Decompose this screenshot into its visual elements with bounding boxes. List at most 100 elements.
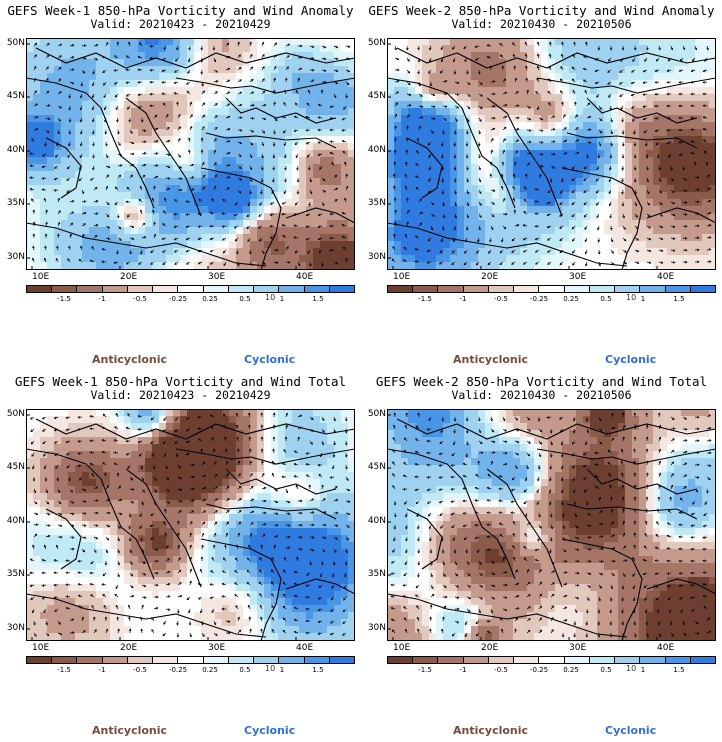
colorbar-swatch [228,286,255,292]
colorbar-tick: 0.5 [600,295,612,303]
cyclonic-label: Cyclonic [244,353,296,366]
colorbar-swatch [438,657,464,663]
panel-week1-anomaly: GEFS Week-1 850-hPa Vorticity and Wind A… [0,0,361,371]
lon-label: 10E [32,643,50,653]
panel-valid-dates: Valid: 20210423 - 20210429 [90,17,271,31]
cyclonic-label: Cyclonic [605,724,657,737]
colorbar-swatch [254,286,280,292]
colorbar-swatch [52,657,78,663]
colorbar-tick: -1.5 [57,666,71,674]
colorbar-tick: -0.5 [133,295,147,303]
colorbar-swatch [589,286,616,292]
lat-label: 45N [367,462,386,472]
colorbar-swatch [438,286,464,292]
anticyclonic-label: Anticyclonic [92,724,168,737]
colorbar-tick: -0.5 [494,295,508,303]
colorbar-unit: 10 [626,293,637,302]
colorbar-tick: 0.25 [563,295,579,303]
lon-label: 30E [569,643,587,653]
colorbar [26,656,355,664]
colorbar-swatch [178,286,204,292]
lat-label: 30N [6,623,25,633]
lat-label: 40N [6,516,25,526]
colorbar-swatch [514,286,540,292]
colorbar-tick: -1.5 [418,666,432,674]
colorbar-tick: 0.5 [600,666,612,674]
colorbar-tick: 0.25 [202,666,218,674]
colorbar-tick: -1.5 [418,295,432,303]
colorbar-swatch [514,657,540,663]
lon-label: 40E [657,643,675,653]
colorbar-swatch [254,657,280,663]
colorbar-swatch [690,657,716,663]
colorbar-swatch [153,657,179,663]
lon-label: 40E [657,272,675,282]
vorticity-map [387,38,716,270]
colorbar-unit: 10 [626,664,637,673]
colorbar-swatch [463,657,489,663]
lon-label: 20E [481,272,499,282]
colorbar-tick: -0.5 [133,666,147,674]
colorbar-swatch [127,286,154,292]
colorbar-tick: -1.5 [57,295,71,303]
panel-week1-total: GEFS Week-1 850-hPa Vorticity and Wind T… [0,371,361,742]
colorbar-tick: -0.5 [494,666,508,674]
colorbar-tick: 0.25 [563,666,579,674]
colorbar-swatch [153,286,179,292]
colorbar-swatch [539,657,565,663]
lon-label: 30E [569,272,587,282]
lon-label: 30E [208,272,226,282]
colorbar-swatch [564,657,590,663]
panel-valid-dates: Valid: 20210423 - 20210429 [90,388,271,402]
colorbar-tick: 0.5 [239,295,251,303]
colorbar-tick: 1 [640,666,646,674]
colorbar-swatch [690,286,716,292]
colorbar-unit: 10 [265,293,276,302]
lon-label: 20E [120,272,138,282]
colorbar-tick: 1 [640,295,646,303]
colorbar-swatch [589,657,616,663]
colorbar-swatch [102,657,128,663]
colorbar-tick: -1 [98,295,106,303]
panel-week2-total: GEFS Week-2 850-hPa Vorticity and Wind T… [361,371,722,742]
colorbar-swatch [665,286,691,292]
panel-title: GEFS Week-2 850-hPa Vorticity and Wind T… [375,374,708,389]
colorbar-swatch [178,657,204,663]
lat-label: 35N [367,198,386,208]
colorbar [387,656,716,664]
panel-title: GEFS Week-2 850-hPa Vorticity and Wind A… [368,3,715,18]
colorbar-swatch [539,286,565,292]
lon-label: 10E [393,272,411,282]
colorbar-swatch [52,286,78,292]
colorbar-swatch [329,286,355,292]
colorbar-tick: 1 [279,666,285,674]
colorbar-swatch [77,657,103,663]
colorbar-swatch [27,657,53,663]
lat-label: 50N [6,38,25,48]
colorbar-tick: 0.25 [202,295,218,303]
colorbar-swatch [615,286,641,292]
colorbar-swatch [279,286,305,292]
lon-label: 10E [393,643,411,653]
colorbar-swatch [304,657,330,663]
colorbar-tick: -1 [459,666,467,674]
anticyclonic-label: Anticyclonic [453,353,529,366]
colorbar-swatch [127,657,154,663]
colorbar-swatch [102,286,128,292]
colorbar-unit: 10 [265,664,276,673]
colorbar-tick: 1.5 [673,666,685,674]
colorbar-tick: 1.5 [312,295,324,303]
colorbar-swatch [640,286,666,292]
colorbar-swatch [564,286,590,292]
colorbar-swatch [488,657,515,663]
lat-label: 40N [367,516,386,526]
colorbar-swatch [329,657,355,663]
panel-valid-dates: Valid: 20210430 - 20210506 [451,388,632,402]
panel-valid-dates: Valid: 20210430 - 20210506 [451,17,632,31]
vorticity-map [387,409,716,641]
colorbar-tick: 1 [279,295,285,303]
colorbar-swatch [463,286,489,292]
anticyclonic-label: Anticyclonic [92,353,168,366]
colorbar [387,285,716,293]
cyclonic-label: Cyclonic [244,724,296,737]
